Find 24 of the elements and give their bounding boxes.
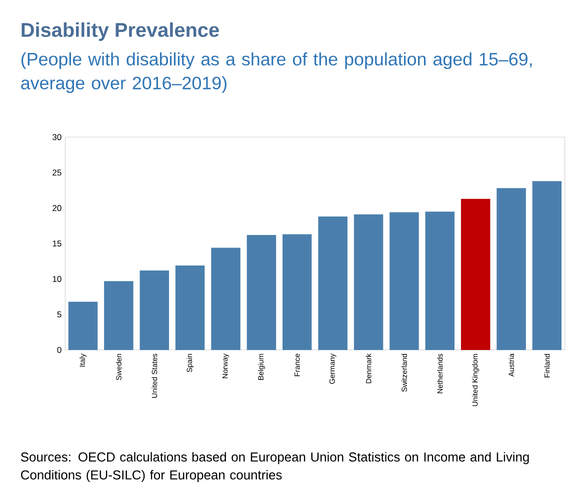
y-tick-label: 0 <box>57 346 62 353</box>
y-tick-label: 10 <box>52 276 62 282</box>
bar <box>390 212 419 350</box>
chart-title: Disability Prevalence <box>22 22 219 41</box>
bar <box>425 212 455 350</box>
bar <box>104 281 134 350</box>
source-note: Sources: OECD calculations based on European Union Statistics on Income and Living Conditions (EU-SILC) for European countries <box>20 452 529 482</box>
bar <box>175 266 205 350</box>
bar <box>282 234 312 350</box>
bar <box>532 181 562 350</box>
bar <box>211 248 240 350</box>
bar <box>318 216 348 350</box>
bar <box>354 214 384 350</box>
chart-subtitle: (People with disability as a share of the population aged 15–69, average over 2016–2019) <box>21 52 532 93</box>
bar <box>246 234 276 350</box>
bar <box>496 188 526 350</box>
bar <box>460 198 490 350</box>
y-tick-label: 30 <box>52 134 62 140</box>
bar <box>68 302 98 350</box>
y-tick-label: 15 <box>52 240 62 246</box>
y-tick-label: 20 <box>52 205 62 212</box>
y-tick-label: 5 <box>57 312 62 318</box>
y-tick-label: 25 <box>52 170 62 176</box>
bar <box>140 270 170 350</box>
